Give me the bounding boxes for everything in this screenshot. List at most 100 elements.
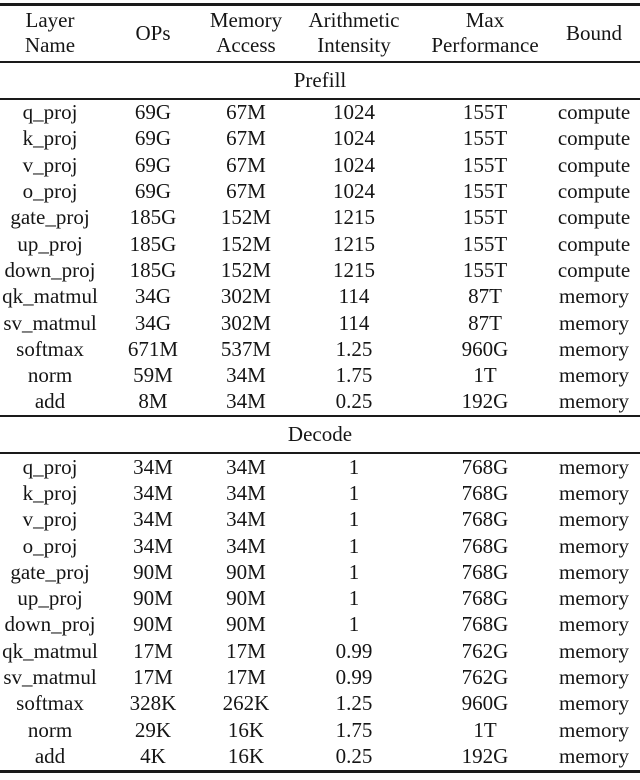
layer-name-cell: o_proj — [22, 179, 78, 204]
table-row: gate_proj 185G 152M 1215 155T compute — [0, 205, 640, 231]
max-performance-cell: 768G — [461, 559, 509, 584]
bound-cell: memory — [559, 638, 629, 663]
arithmetic-intensity-cell: 1.25 — [335, 691, 373, 716]
memory-access-cell: 16K — [227, 717, 265, 742]
bound-cell: memory — [559, 586, 629, 611]
bound-cell: memory — [559, 559, 629, 584]
arithmetic-intensity-cell: 1024 — [333, 126, 375, 151]
ops-cell: 671M — [127, 336, 179, 361]
ops-cell: 34G — [134, 310, 172, 335]
layer-name-cell: sv_matmul — [3, 310, 97, 335]
ops-cell: 69G — [134, 100, 172, 125]
max-performance-cell: 768G — [461, 612, 509, 637]
bound-cell: memory — [559, 454, 629, 479]
layer-name-cell: gate_proj — [10, 559, 90, 584]
ops-cell: 29K — [134, 717, 172, 742]
bound-cell: memory — [559, 717, 629, 742]
table-row: softmax 328K 262K 1.25 960G memory — [0, 691, 640, 717]
ops-cell: 90M — [133, 586, 173, 611]
col-header-memory-access: Memory Access — [209, 8, 283, 58]
max-performance-cell: 768G — [461, 586, 509, 611]
max-performance-cell: 768G — [461, 454, 509, 479]
section-decode: Decode q_proj 34M 34M 1 768G memory k_proj 34M 34… — [0, 416, 640, 771]
col-header-ops: OPs — [135, 20, 171, 45]
bound-cell: memory — [559, 665, 629, 690]
ops-cell: 69G — [134, 126, 172, 151]
ops-cell: 34M — [133, 533, 173, 558]
table-row: up_proj 185G 152M 1215 155T compute — [0, 231, 640, 257]
memory-access-cell: 16K — [227, 743, 265, 768]
memory-access-cell: 34M — [226, 363, 266, 388]
max-performance-cell: 960G — [461, 336, 509, 361]
max-performance-cell: 155T — [462, 100, 508, 125]
layer-name-cell: up_proj — [17, 231, 83, 256]
ops-cell: 17M — [133, 665, 173, 690]
memory-access-cell: 34M — [226, 507, 266, 532]
arithmetic-intensity-cell: 1 — [348, 507, 360, 532]
arithmetic-intensity-cell: 114 — [338, 310, 370, 335]
arithmetic-intensity-cell: 1.25 — [335, 336, 373, 361]
bound-cell: memory — [559, 743, 629, 768]
max-performance-cell: 960G — [461, 691, 509, 716]
layer-name-cell: add — [34, 743, 66, 768]
memory-access-cell: 152M — [220, 205, 272, 230]
table-row: norm 29K 16K 1.75 1T memory — [0, 717, 640, 743]
max-performance-cell: 155T — [462, 126, 508, 151]
bound-cell: compute — [557, 257, 631, 282]
arithmetic-intensity-cell: 1215 — [333, 257, 375, 282]
ops-cell: 8M — [138, 389, 168, 414]
layer-name-cell: o_proj — [22, 533, 78, 558]
layer-name-cell: add — [34, 389, 66, 414]
memory-access-cell: 17M — [226, 638, 266, 663]
ops-cell: 17M — [133, 638, 173, 663]
table-row: qk_matmul 34G 302M 114 87T memory — [0, 284, 640, 310]
max-performance-cell: 155T — [462, 257, 508, 282]
table-row: down_proj 185G 152M 1215 155T compute — [0, 257, 640, 283]
col-header-layer-name: Layer Name — [24, 8, 76, 58]
arithmetic-intensity-cell: 1.75 — [335, 717, 373, 742]
memory-access-cell: 152M — [220, 231, 272, 256]
bound-cell: memory — [559, 310, 629, 335]
ops-cell: 69G — [134, 152, 172, 177]
bound-cell: compute — [557, 152, 631, 177]
memory-access-cell: 67M — [226, 152, 266, 177]
layer-name-cell: qk_matmul — [2, 638, 98, 663]
arithmetic-intensity-cell: 0.25 — [335, 743, 373, 768]
ops-cell: 69G — [134, 179, 172, 204]
memory-access-cell: 34M — [226, 533, 266, 558]
table-row: q_proj 69G 67M 1024 155T compute — [0, 99, 640, 126]
arithmetic-intensity-cell: 0.25 — [335, 389, 373, 414]
layer-name-cell: down_proj — [4, 257, 96, 282]
arithmetic-intensity-cell: 0.99 — [335, 665, 373, 690]
ops-cell: 34M — [133, 507, 173, 532]
ops-cell: 4K — [140, 743, 166, 768]
table-row: add 8M 34M 0.25 192G memory — [0, 389, 640, 416]
max-performance-cell: 87T — [468, 310, 502, 335]
col-header-arithmetic-intensity: Arithmetic Intensity — [308, 8, 400, 58]
memory-access-cell: 67M — [226, 100, 266, 125]
arithmetic-intensity-cell: 1.75 — [335, 363, 373, 388]
max-performance-cell: 768G — [461, 481, 509, 505]
layer-name-cell: qk_matmul — [2, 284, 98, 309]
table-row: down_proj 90M 90M 1 768G memory — [0, 612, 640, 638]
memory-access-cell: 90M — [226, 586, 266, 611]
memory-access-cell: 34M — [226, 481, 266, 505]
max-performance-cell: 192G — [461, 743, 509, 768]
memory-access-cell: 34M — [226, 454, 266, 479]
memory-access-cell: 34M — [226, 389, 266, 414]
section-prefill: Prefill q_proj 69G 67M 1024 155T compute k_proj… — [0, 61, 640, 417]
table-row: gate_proj 90M 90M 1 768G memory — [0, 559, 640, 585]
bound-cell: memory — [559, 363, 629, 388]
bound-cell: compute — [557, 205, 631, 230]
layer-name-cell: q_proj — [22, 100, 78, 125]
bound-cell: memory — [559, 336, 629, 361]
bound-cell: memory — [559, 481, 629, 505]
arithmetic-intensity-cell: 1 — [348, 454, 360, 479]
layer-name-cell: sv_matmul — [3, 665, 97, 690]
arithmetic-intensity-cell: 1 — [348, 612, 360, 637]
section-title-row: Prefill — [0, 61, 640, 99]
bound-cell: memory — [559, 612, 629, 637]
table-header: Layer Name OPs Memory Access Arithmetic … — [0, 4, 640, 62]
arithmetic-intensity-cell: 1 — [348, 533, 360, 558]
